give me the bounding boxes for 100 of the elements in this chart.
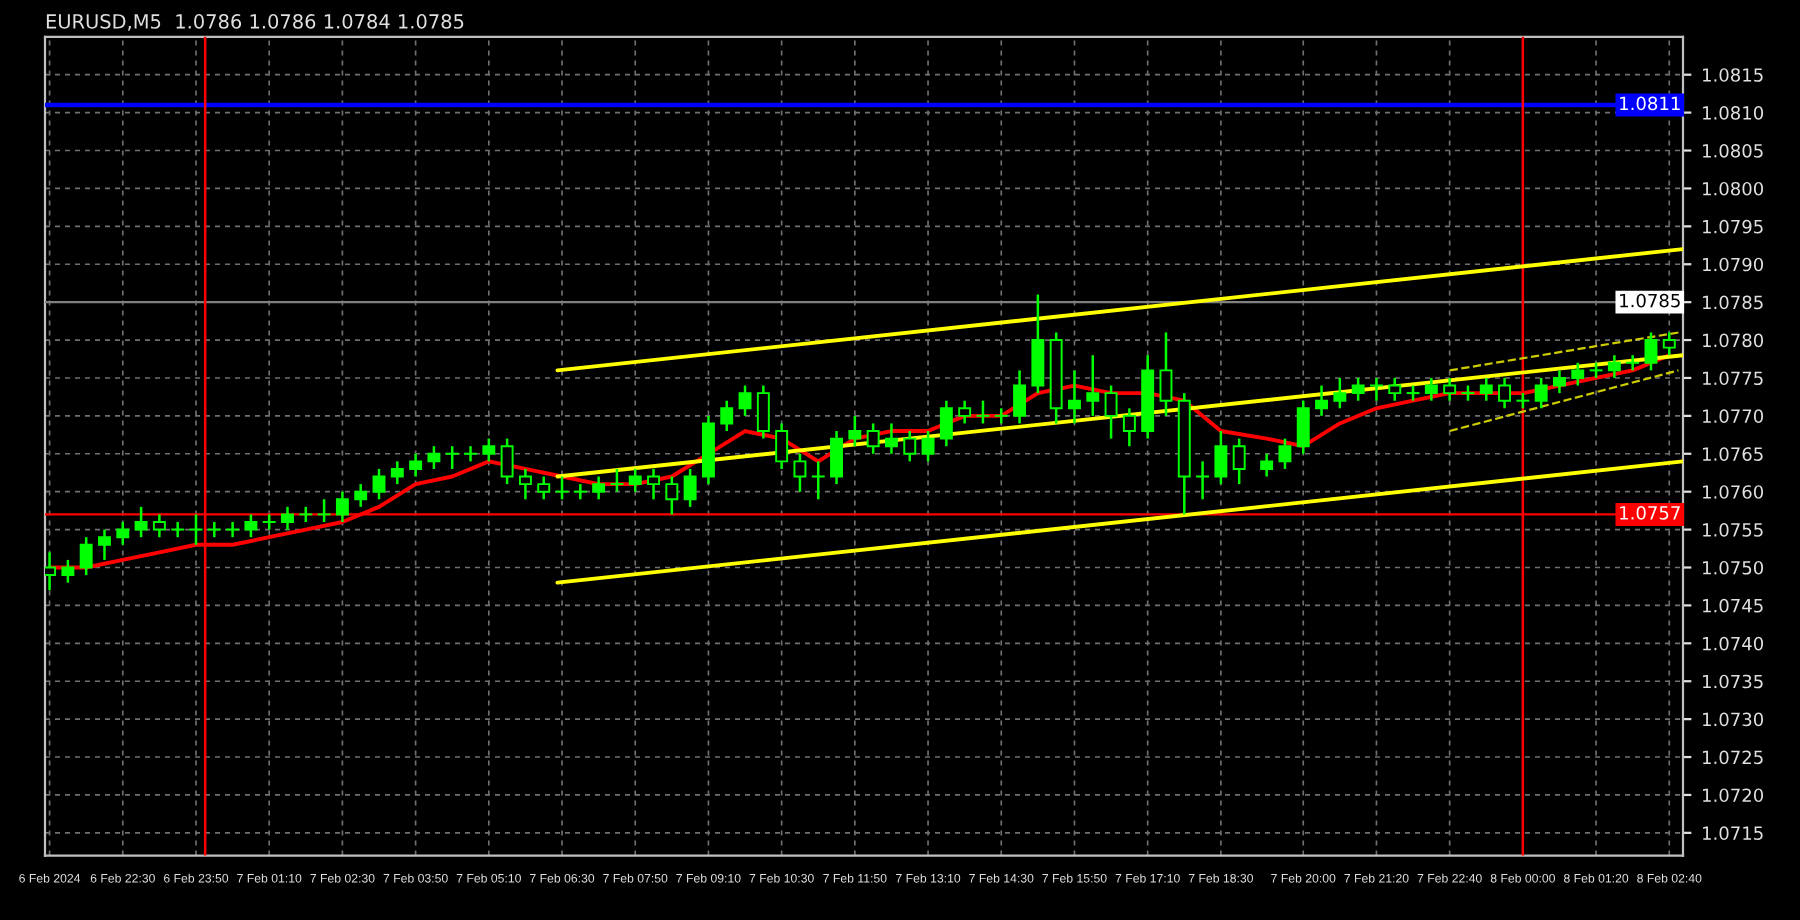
- candlestick: [189, 513, 203, 547]
- y-tick-label: 1.0720: [1703, 788, 1764, 803]
- candlestick: [61, 558, 75, 584]
- candlestick: [665, 475, 679, 516]
- y-tick-label: 1.0745: [1703, 598, 1763, 613]
- candlestick: [1031, 293, 1045, 395]
- y-tick-label: 1.0735: [1703, 674, 1763, 689]
- candlestick: [537, 475, 551, 501]
- candlestick: [683, 467, 697, 509]
- candlestick: [1196, 460, 1210, 501]
- y-tick-label: 1.0725: [1703, 750, 1763, 765]
- candlestick: [1013, 369, 1027, 425]
- candlestick: [793, 452, 807, 493]
- candlestick: [1214, 429, 1228, 486]
- candlestick: [1479, 376, 1493, 402]
- candlestick: [830, 429, 844, 486]
- candlestick: [1278, 437, 1292, 471]
- candlestick: [884, 422, 898, 456]
- candlestick: [207, 520, 221, 539]
- candlestick: [958, 399, 972, 425]
- candlestick: [518, 467, 532, 501]
- y-tick-label: 1.0780: [1703, 333, 1764, 348]
- candlestick: [976, 399, 990, 425]
- candlestick: [1159, 331, 1173, 418]
- candlestick: [756, 384, 770, 440]
- candlestick: [738, 384, 752, 418]
- candlestick: [226, 520, 240, 539]
- y-tick-label: 1.0800: [1703, 181, 1764, 196]
- candlestick: [811, 460, 825, 501]
- chart-title: EURUSD,M5 1.0786 1.0786 1.0784 1.0785: [46, 14, 464, 31]
- candlestick: [372, 467, 386, 501]
- candlestick: [848, 414, 862, 448]
- candlestick: [994, 407, 1008, 425]
- candlestick: [573, 482, 587, 501]
- candlestick: [116, 520, 130, 547]
- candlestick: [921, 429, 935, 463]
- candlestick: [1232, 437, 1246, 486]
- candlestick: [592, 475, 606, 501]
- candlestick: [1571, 361, 1585, 387]
- candlestick: [1644, 331, 1658, 372]
- candlestick: [335, 490, 349, 524]
- ref-line-label: 1.0785: [1620, 293, 1680, 308]
- y-tick-label: 1.0740: [1703, 636, 1764, 651]
- candlestick: [628, 467, 642, 493]
- y-tick-label: 1.0790: [1703, 257, 1764, 272]
- candlestick: [317, 498, 331, 524]
- candlestick: [1351, 376, 1365, 402]
- y-tick-label: 1.0785: [1703, 295, 1763, 310]
- candlestick: [354, 482, 368, 509]
- y-tick-label: 1.0765: [1703, 447, 1763, 461]
- candlestick: [134, 505, 148, 539]
- candlestick: [1122, 407, 1136, 448]
- y-tick-label: 1.0815: [1703, 68, 1763, 82]
- candlestick: [1662, 331, 1676, 357]
- y-tick-label: 1.0730: [1703, 712, 1764, 727]
- candlestick: [445, 444, 459, 471]
- candlestick: [1086, 353, 1100, 418]
- candlestick: [482, 437, 496, 463]
- candlestick: [1498, 376, 1512, 410]
- candlestick: [390, 460, 404, 486]
- y-tick-label: 1.0770: [1703, 409, 1764, 423]
- candlestick: [1315, 384, 1328, 418]
- y-tick-label: 1.0810: [1703, 106, 1764, 120]
- candlestick: [1534, 376, 1548, 410]
- ref-line-label: 1.0757: [1620, 506, 1680, 520]
- candlestick: [610, 467, 624, 493]
- candlestick: [555, 475, 569, 501]
- ref-line-label: 1.0811: [1620, 96, 1680, 111]
- candlestick: [171, 520, 185, 539]
- candlestick: [1296, 399, 1310, 456]
- y-tick-label: 1.0775: [1703, 371, 1763, 386]
- candlestick: [939, 399, 953, 448]
- candlestick: [903, 429, 917, 463]
- candlestick: [720, 399, 734, 433]
- candlestick: [1424, 376, 1438, 402]
- candlestick: [1443, 376, 1457, 402]
- y-tick-label: 1.0805: [1703, 143, 1763, 158]
- y-tick-label: 1.0755: [1703, 523, 1763, 537]
- candlestick: [1626, 353, 1640, 372]
- candlestick: [1369, 376, 1383, 402]
- candlestick: [79, 535, 93, 577]
- y-tick-label: 1.0750: [1703, 560, 1764, 575]
- candlestick: [1388, 376, 1402, 402]
- candlestick: [464, 444, 477, 463]
- candlestick: [1260, 452, 1274, 478]
- y-tick-label: 1.0795: [1703, 219, 1763, 234]
- y-tick-label: 1.0760: [1703, 485, 1764, 499]
- candlestick: [1068, 369, 1081, 425]
- candlestick: [244, 513, 258, 539]
- candlestick: [866, 422, 880, 456]
- candlestick: [647, 467, 660, 501]
- candlestick: [409, 452, 423, 478]
- candlestick: [98, 528, 111, 562]
- y-tick-label: 1.0715: [1703, 826, 1763, 840]
- candlestick: [775, 422, 789, 471]
- candlestick: [1607, 353, 1621, 380]
- candlestick: [500, 437, 514, 486]
- candlestick: [1333, 376, 1347, 410]
- candlestick: [45, 551, 57, 592]
- candlestick: [1553, 369, 1566, 395]
